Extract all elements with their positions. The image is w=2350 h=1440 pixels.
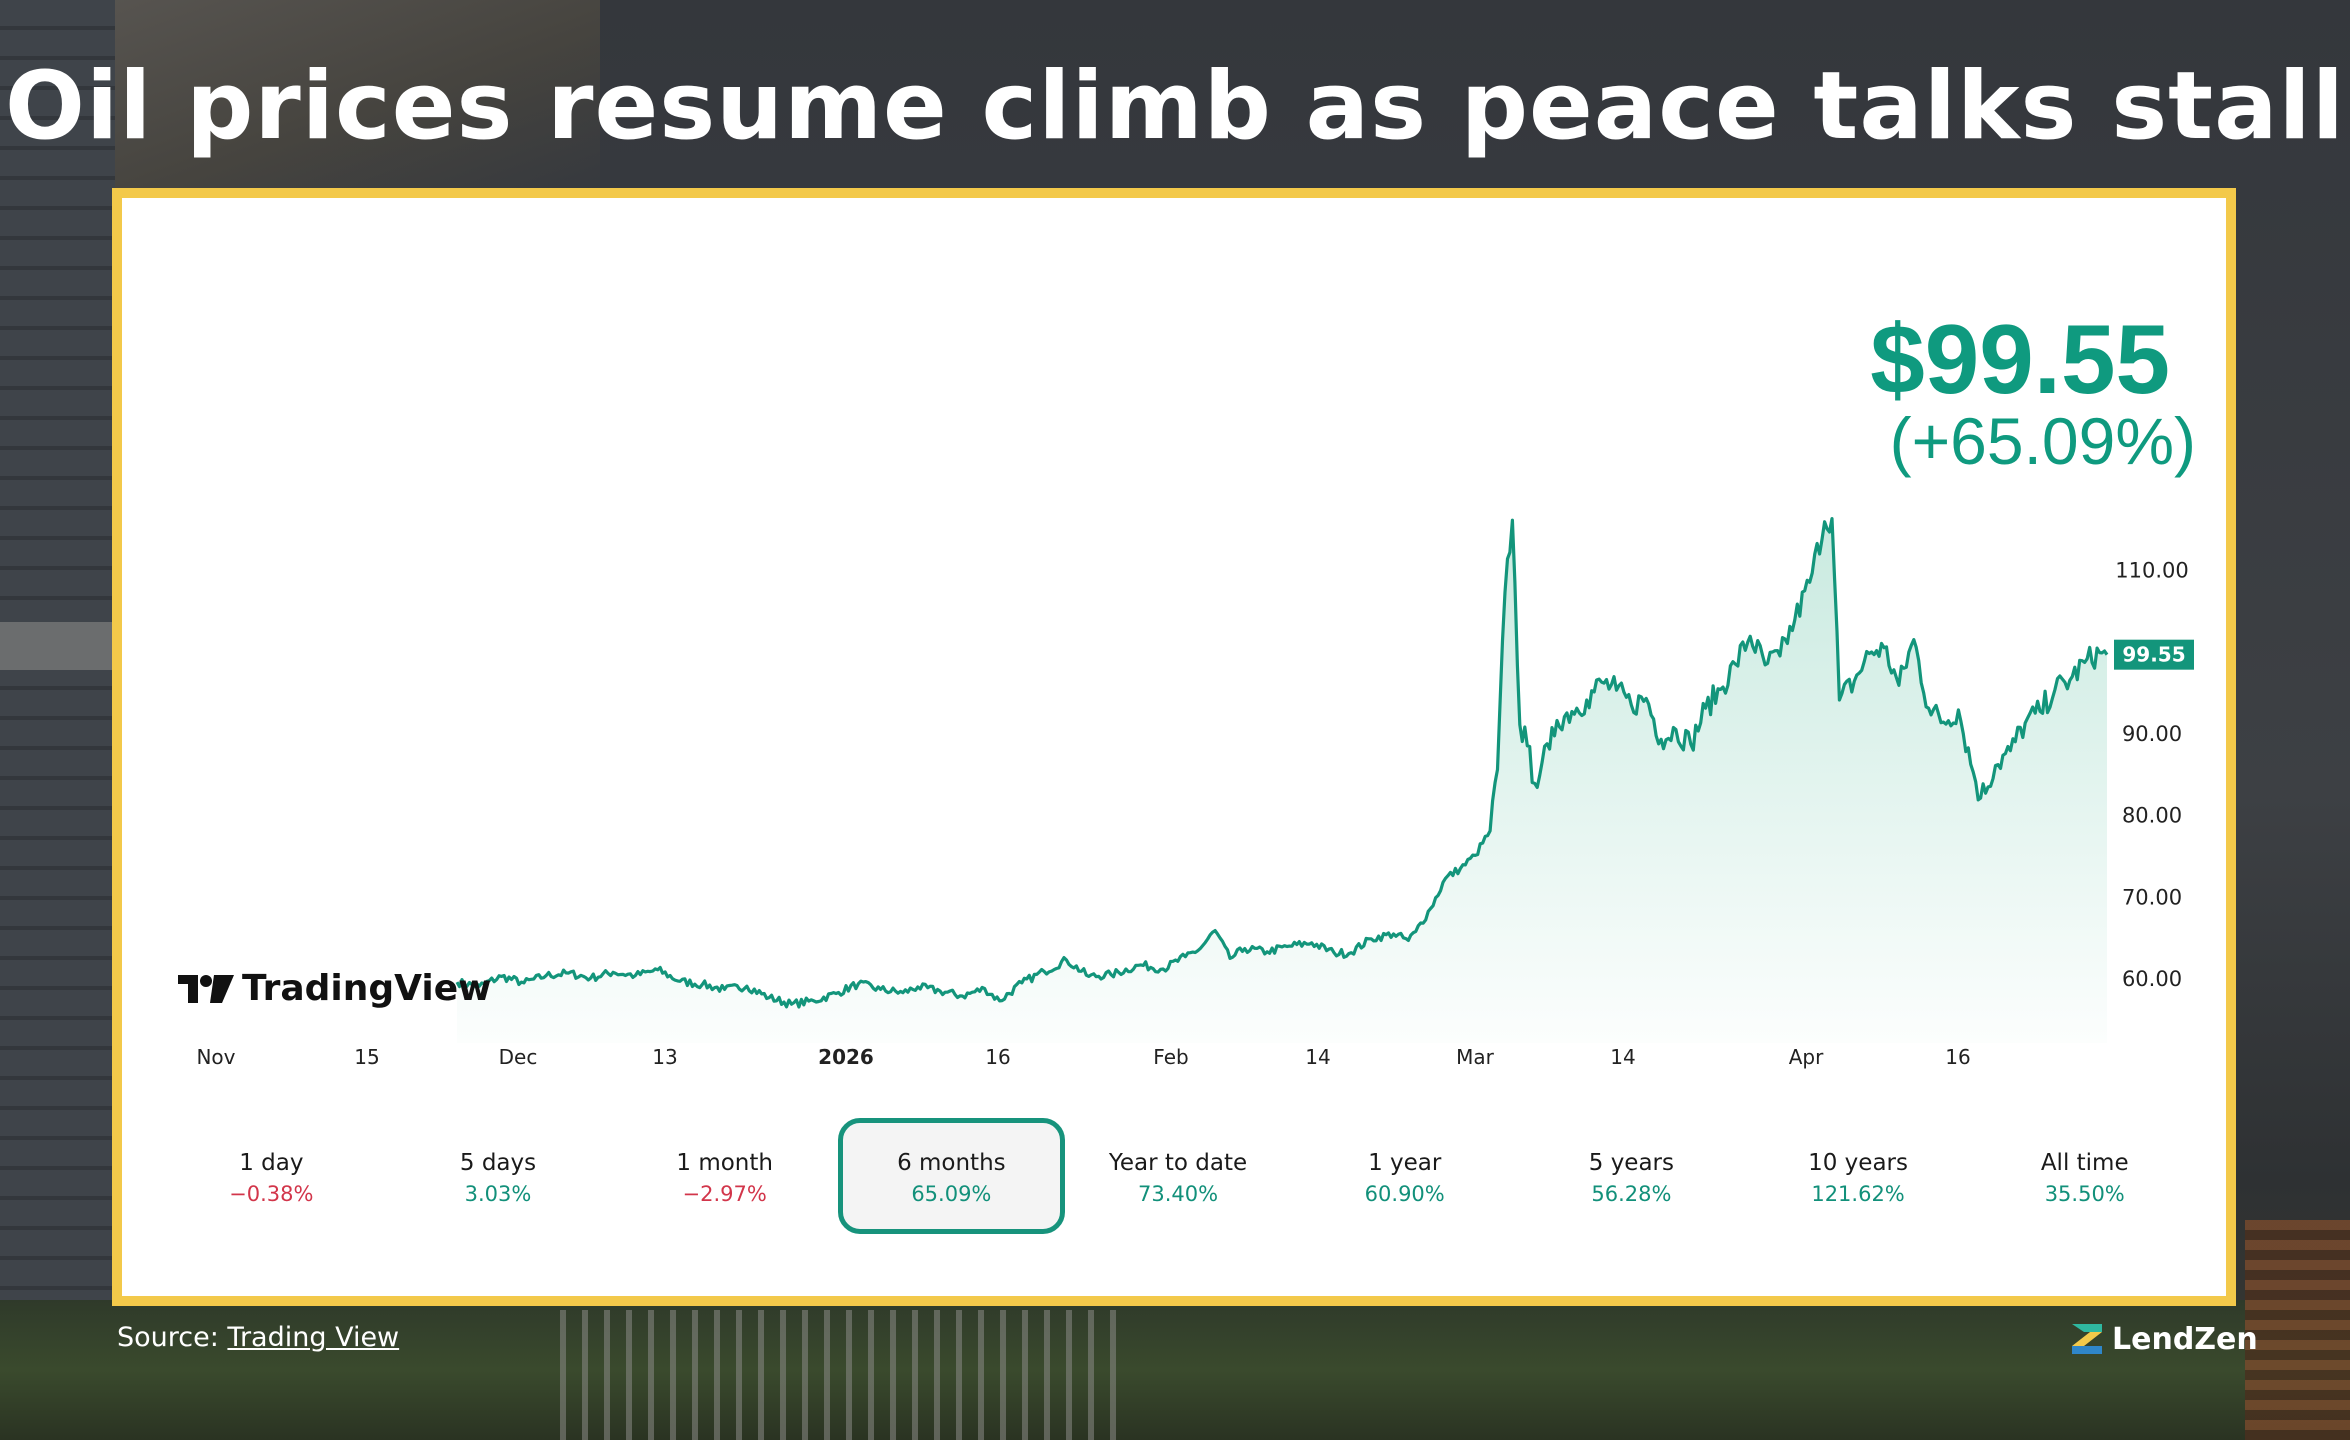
price-line bbox=[455, 517, 2109, 1009]
background-shrubs bbox=[0, 1300, 2350, 1440]
period-change: 3.03% bbox=[464, 1182, 532, 1206]
period-label: All time bbox=[2040, 1150, 2129, 1176]
x-tick-label: 14 bbox=[1305, 1045, 1330, 1069]
x-tick-label: 14 bbox=[1610, 1045, 1635, 1069]
x-tick-label: 16 bbox=[1945, 1045, 1970, 1069]
y-tick-label: 110.00 bbox=[2115, 558, 2188, 582]
tradingview-logo: TradingView bbox=[178, 968, 491, 1009]
price-area bbox=[457, 518, 2107, 1043]
y-tick-label: 70.00 bbox=[2122, 885, 2182, 909]
period-label: 1 day bbox=[239, 1150, 304, 1176]
lendzen-logo-icon bbox=[2072, 1324, 2102, 1354]
period-button-6[interactable]: 5 years 56.28% bbox=[1518, 1118, 1745, 1234]
x-tick-label: Mar bbox=[1456, 1045, 1495, 1069]
source-link[interactable]: Trading View bbox=[227, 1322, 400, 1353]
source-credit: Source: Trading View bbox=[117, 1322, 399, 1353]
y-tick-label: 60.00 bbox=[2122, 967, 2182, 991]
current-price: $99.55 bbox=[1870, 304, 2170, 414]
period-button-1[interactable]: 5 days 3.03% bbox=[385, 1118, 612, 1234]
source-prefix: Source: bbox=[117, 1322, 228, 1353]
period-change: 60.90% bbox=[1364, 1182, 1445, 1206]
background-pergola bbox=[2245, 1220, 2350, 1440]
period-button-7[interactable]: 10 years 121.62% bbox=[1745, 1118, 1972, 1234]
y-tick-label: 90.00 bbox=[2122, 722, 2182, 746]
period-button-4[interactable]: Year to date 73.40% bbox=[1065, 1118, 1292, 1234]
period-change: 121.62% bbox=[1811, 1182, 1905, 1206]
period-change: 73.40% bbox=[1138, 1182, 1219, 1206]
period-change: −0.38% bbox=[229, 1182, 314, 1206]
y-tick-label: 80.00 bbox=[2122, 804, 2182, 828]
last-price-tag bbox=[2114, 639, 2194, 670]
price-chart: 60.00 70.00 80.00 90.00 110.00 99.55 Nov 15 Dec 1… bbox=[196, 517, 2194, 1069]
period-button-0[interactable]: 1 day −0.38% bbox=[158, 1118, 385, 1234]
period-change: 56.28% bbox=[1591, 1182, 1672, 1206]
last-price-label: 99.55 bbox=[2122, 643, 2185, 667]
period-button-8[interactable]: All time 35.50% bbox=[1971, 1118, 2198, 1234]
period-button-3[interactable]: 6 months 65.09% bbox=[838, 1118, 1065, 1234]
x-tick-label: Apr bbox=[1789, 1045, 1824, 1069]
background-trim bbox=[0, 622, 115, 670]
tradingview-logo-icon bbox=[178, 974, 234, 1003]
brand-name: LendZen bbox=[2112, 1321, 2258, 1357]
price-change: (+65.09%) bbox=[1889, 404, 2196, 478]
x-tick-label: Dec bbox=[499, 1045, 538, 1069]
headline: Oil prices resume climb as peace talks s… bbox=[5, 52, 2345, 161]
period-label: Year to date bbox=[1108, 1150, 1248, 1176]
period-label: 10 years bbox=[1808, 1150, 1908, 1176]
period-label: 5 days bbox=[459, 1150, 537, 1176]
period-button-5[interactable]: 1 year 60.90% bbox=[1291, 1118, 1518, 1234]
period-label: 6 months bbox=[897, 1150, 1006, 1176]
period-change: 35.50% bbox=[2044, 1182, 2125, 1206]
period-button-2[interactable]: 1 month −2.97% bbox=[611, 1118, 838, 1234]
tradingview-logo-text: TradingView bbox=[242, 968, 492, 1009]
period-label: 1 month bbox=[676, 1150, 773, 1176]
brand-logo: LendZen bbox=[2068, 1320, 2258, 1358]
period-selector: 1 day −0.38% 5 days 3.03% 1 month −2.97% 6 mon… bbox=[158, 1118, 2198, 1234]
x-tick-label: Nov bbox=[196, 1045, 235, 1069]
period-label: 1 year bbox=[1368, 1150, 1442, 1176]
period-change: −2.97% bbox=[682, 1182, 767, 1206]
chart-card: 60.00 70.00 80.00 90.00 110.00 99.55 Nov 15 Dec 1… bbox=[112, 188, 2236, 1306]
x-tick-label: Feb bbox=[1153, 1045, 1188, 1069]
background-house-siding bbox=[0, 0, 115, 1440]
period-change: 65.09% bbox=[911, 1182, 992, 1206]
x-tick-label: 2026 bbox=[818, 1045, 874, 1069]
x-tick-label: 16 bbox=[985, 1045, 1010, 1069]
period-label: 5 years bbox=[1588, 1150, 1674, 1176]
x-tick-label: 15 bbox=[354, 1045, 379, 1069]
x-tick-label: 13 bbox=[652, 1045, 677, 1069]
background-fence bbox=[560, 1310, 1120, 1440]
